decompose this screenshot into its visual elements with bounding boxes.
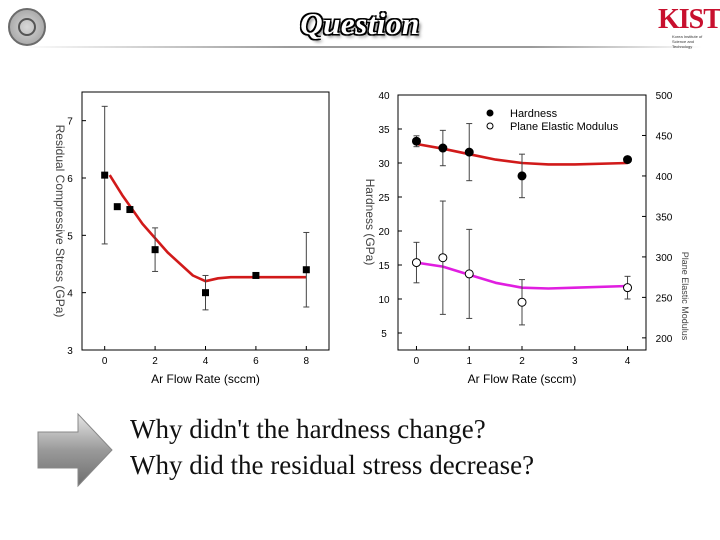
question-1: Why didn't the hardness change? [130,414,486,444]
chart2-yaxis-title: Hardness (GPa) [363,179,377,266]
chart2-legend-label: Hardness [510,108,558,120]
chart2-data-point [438,143,448,153]
chart1-xtick-label: 4 [203,356,209,367]
chart1-data-point [151,246,159,254]
chart2-ytick-label: 15 [378,261,390,272]
chart2-y2tick-label: 300 [656,253,673,264]
chart1-data-point [101,171,109,179]
chart1-ytick-label: 7 [67,117,73,128]
chart2-ytick-label: 35 [378,125,390,136]
chart1-ytick-label: 3 [67,346,73,357]
chart1-frame [81,91,330,351]
chart2-ytick-label: 20 [378,227,390,238]
chart2-data-point [464,147,474,157]
chart2-y2tick-label: 400 [656,172,673,183]
chart2-xtick-label: 1 [466,356,472,367]
chart2-legend-label: Plane Elastic Modulus [510,121,619,133]
chart1-ytick-label: 5 [67,231,73,242]
chart2-ytick-label: 40 [378,91,390,102]
chart1-ytick-label: 4 [67,289,73,300]
chart1-xtick-label: 2 [152,356,158,367]
chart2-xtick-label: 4 [625,356,631,367]
chart2-ytick-label: 25 [378,193,390,204]
kist-logo: KIST Korea Institute of Science and Tech… [628,4,720,49]
chart1-xaxis-title: Ar Flow Rate (sccm) [151,372,260,386]
kist-logo-mark: KIST [658,4,720,35]
chart2-ytick-label: 5 [381,329,387,340]
chart2-fit-curve-0 [416,142,628,166]
chart2-data-point [623,155,633,165]
chart2-legend-marker [486,109,494,117]
chart2-xtick-label: 2 [519,356,525,367]
chart1-data-point [302,266,310,274]
chart1-data-point [126,206,134,214]
chart1-fit-curve [108,174,307,283]
chart2-fit-curve-1 [416,261,628,290]
chart1-xtick-label: 8 [304,356,310,367]
slide-title: Question [300,6,420,41]
chart1-data-point [113,203,121,211]
chart2-y2tick-label: 200 [656,334,673,345]
chart2-data-point [517,171,527,181]
chart1-data-point [202,289,209,297]
chart1-yaxis-title: Residual Compressive Stress (GPa) [53,125,67,318]
chart1-xtick-label: 0 [102,356,108,367]
chart2-data-point [464,269,474,279]
title-divider [18,46,702,48]
chart1-data-point [252,271,260,279]
chart2-y2tick-label: 350 [656,212,673,223]
chart1-xtick-label: 6 [253,356,259,367]
chart2-data-point [438,253,448,263]
chart1-ytick-label: 6 [67,174,73,185]
chart2-y2tick-label: 250 [656,293,673,304]
charts-figure: 0 2 4 6 8 3 4 5 6 7 Ar Flow Rate (sccm) Residual Co… [53,91,690,386]
kist-logo-subtitle: Korea Institute of Science and Technolog… [672,34,703,49]
chart2-ytick-label: 10 [378,295,390,306]
chart2-data-point [623,283,633,293]
chart2-legend-marker [486,122,494,130]
chart2-xtick-label: 3 [572,356,578,367]
chart2-xtick-label: 0 [414,356,420,367]
right-arrow-icon [37,412,113,488]
chart2-y2tick-label: 500 [656,91,673,102]
chart2-data-point [411,258,421,268]
question-2: Why did the residual stress decrease? [130,450,535,480]
chart2-y2axis-title: Plane Elastic Modulus [680,252,690,341]
chart2-data-point [517,297,527,307]
chart2-y2tick-label: 450 [656,131,673,142]
chart2-xaxis-title: Ar Flow Rate (sccm) [468,372,577,386]
chart2-ytick-label: 30 [378,159,390,170]
chart2-data-point [411,136,421,146]
institute-seal-logo [8,8,46,46]
